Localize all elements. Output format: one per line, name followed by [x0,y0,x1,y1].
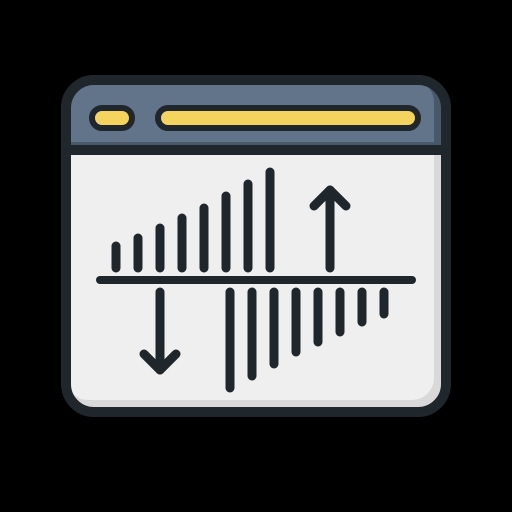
window-control-pill[interactable] [92,108,132,128]
address-bar[interactable] [158,108,418,128]
bandwidth-window-icon [0,0,512,512]
